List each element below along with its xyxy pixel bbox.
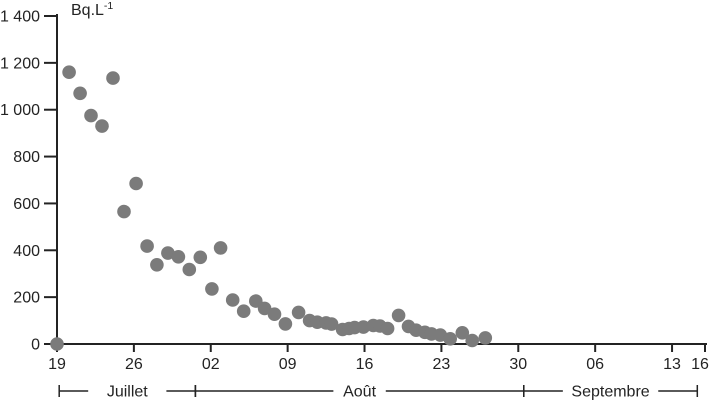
x-tick-label: 02	[202, 356, 220, 373]
data-point	[465, 333, 480, 348]
x-tick-label: 13	[663, 356, 681, 373]
x-tick-label: 16	[356, 356, 374, 373]
data-point	[225, 293, 240, 307]
data-point	[161, 246, 175, 260]
y-tick-label: 0	[31, 337, 40, 354]
month-label-backdrop	[88, 381, 167, 401]
y-tick-label: 600	[13, 196, 40, 213]
data-point	[129, 176, 143, 191]
data-point	[106, 71, 120, 85]
data-point	[443, 332, 458, 346]
data-point	[140, 239, 154, 253]
month-label: Août	[343, 384, 376, 401]
data-point	[62, 65, 76, 79]
data-point	[193, 250, 208, 265]
data-point	[257, 301, 272, 316]
data-point	[205, 282, 219, 296]
x-tick-label: 16	[691, 356, 709, 373]
month-label-backdrop	[333, 381, 386, 401]
data-point	[182, 262, 197, 277]
y-tick-label: 1 400	[0, 9, 40, 26]
y-tick-label: 200	[13, 290, 40, 307]
x-tick-label: 23	[433, 356, 451, 373]
y-tick-label: 400	[13, 243, 40, 260]
data-point	[291, 305, 306, 320]
y-tick-label: 1 000	[0, 102, 40, 119]
data-point	[267, 307, 282, 322]
month-label-backdrop	[562, 381, 659, 401]
data-point	[455, 326, 470, 340]
month-label: Juillet	[107, 384, 148, 401]
y-axis-unit-label: Bq.L-1	[71, 0, 113, 19]
x-tick-label: 30	[509, 356, 527, 373]
data-point	[213, 241, 228, 255]
x-tick-label: 19	[48, 356, 66, 373]
data-point	[324, 317, 339, 331]
data-point	[380, 321, 395, 336]
month-label: Septembre	[571, 384, 649, 401]
x-tick-label: 09	[279, 356, 297, 373]
data-point	[117, 204, 131, 219]
data-point	[478, 331, 493, 345]
data-point	[236, 304, 251, 319]
data-point	[171, 249, 186, 264]
x-tick-label: 26	[125, 356, 143, 373]
data-point	[73, 86, 87, 101]
data-point	[150, 258, 164, 272]
data-point	[50, 337, 64, 351]
data-point	[84, 108, 98, 123]
data-point	[95, 119, 109, 133]
y-tick-label: 1 200	[0, 55, 40, 72]
x-tick-label: 06	[586, 356, 604, 373]
data-point	[278, 317, 293, 331]
data-point	[391, 308, 406, 323]
y-tick-label: 800	[13, 149, 40, 166]
